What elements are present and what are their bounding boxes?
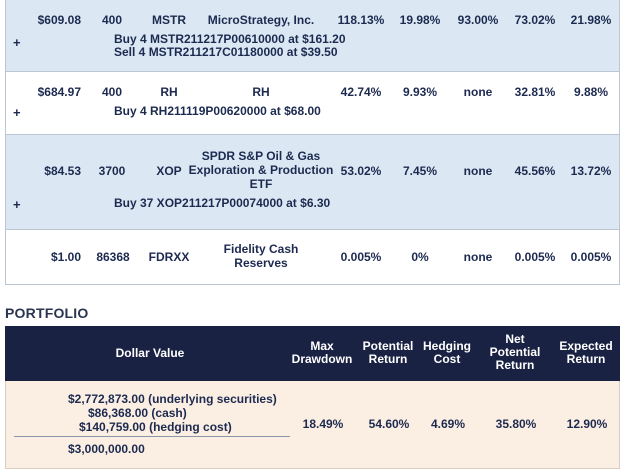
holding-metric-4: 45.56% [514, 164, 556, 178]
expand-plus-icon[interactable]: + [13, 197, 21, 212]
holding-metric-1: 118.13% [337, 13, 385, 27]
holding-row-fdrxx: $1.00 86368 FDRXX Fidelity Cash Reserves… [5, 230, 620, 285]
holding-metric-1: 0.005% [340, 250, 382, 264]
holding-symbol: RH [160, 85, 178, 99]
header-line: Max [310, 339, 334, 353]
holdings-table: $609.08 400 MSTR MicroStrategy, Inc. 118… [5, 0, 620, 285]
holding-metric-4: 0.005% [514, 250, 556, 264]
holding-value: $84.53 [44, 164, 81, 178]
header-dollar-value: Dollar Value [115, 346, 185, 360]
holding-metric-2: 0% [411, 250, 429, 264]
holding-metric-3: none [463, 250, 493, 264]
cash-line: $86,368.00 (cash) [88, 406, 187, 420]
holding-value: $684.97 [37, 85, 81, 99]
header-net-potential-return: Net Potential Return [483, 333, 547, 372]
holding-value: $609.08 [37, 13, 81, 27]
portfolio-max-drawdown: 18.49% [302, 417, 344, 431]
hedge-trades: Buy 4 RH211119P00620000 at $68.00 [114, 105, 321, 118]
header-line: Return [368, 352, 408, 366]
hedge-trade: Buy 4 MSTR211217P00610000 at $161.20 [114, 32, 346, 46]
holding-metric-5: 21.98% [570, 13, 612, 27]
header-expected-return: Expected Return [555, 340, 617, 366]
portfolio-title: PORTFOLIO [5, 305, 89, 321]
sum-divider [14, 436, 290, 437]
holding-row-xop: $84.53 3700 XOP SPDR S&P Oil & Gas Explo… [5, 135, 620, 230]
header-potential-return: Potential Return [358, 340, 418, 366]
holding-name: RH [252, 85, 270, 99]
portfolio-net-potential-return: 35.80% [495, 417, 537, 431]
expand-plus-icon[interactable]: + [13, 35, 21, 50]
hedge-trade: Buy 4 RH211119P00620000 at $68.00 [114, 104, 321, 118]
hedge-trade: Sell 4 MSTR211217C01180000 at $39.50 [114, 45, 338, 59]
holding-metric-4: 73.02% [514, 13, 556, 27]
header-line: Potential [489, 345, 541, 359]
holding-metric-5: 13.72% [570, 164, 612, 178]
hedge-trade: Buy 37 XOP211217P00074000 at $6.30 [114, 196, 331, 210]
holding-metric-3: 93.00% [457, 13, 499, 27]
header-line: Return [495, 358, 535, 372]
header-line: Hedging [423, 339, 471, 353]
header-line: Net [505, 332, 525, 346]
holding-shares: 3700 [98, 164, 126, 178]
holding-metric-4: 32.81% [514, 85, 556, 99]
holding-shares: 400 [101, 13, 123, 27]
underlying-securities-line: $2,772,873.00 (underlying securities) [68, 392, 277, 406]
holding-metric-1: 42.74% [340, 85, 382, 99]
holding-metric-1: 53.02% [340, 164, 382, 178]
holding-name: SPDR S&P Oil & Gas Exploration & Product… [188, 149, 334, 191]
holding-metric-5: 0.005% [570, 250, 612, 264]
portfolio-potential-return: 54.60% [368, 417, 410, 431]
holding-metric-2: 19.98% [399, 13, 441, 27]
portfolio-summary: $2,772,873.00 (underlying securities) $8… [5, 381, 620, 469]
hedging-cost-line: $140,759.00 (hedging cost) [79, 420, 232, 434]
holding-shares: 400 [101, 85, 123, 99]
holding-shares: 86368 [96, 250, 130, 264]
holding-metric-2: 9.93% [402, 85, 438, 99]
header-hedging-cost: Hedging Cost [419, 340, 475, 366]
holding-symbol: XOP [156, 164, 182, 178]
portfolio-header: Dollar Value Max Drawdown Potential Retu… [5, 326, 620, 381]
holding-metric-5: 9.88% [573, 85, 609, 99]
header-line: Potential [362, 339, 414, 353]
portfolio-hedging-cost: 4.69% [430, 417, 466, 431]
holding-metric-3: none [463, 164, 493, 178]
hedge-trades: Buy 4 MSTR211217P00610000 at $161.20 Sel… [114, 33, 346, 59]
holding-name: Fidelity Cash Reserves [223, 242, 299, 270]
holding-row-rh: $684.97 400 RH RH 42.74% 9.93% none 32.8… [5, 72, 620, 135]
holding-row-mstr: $609.08 400 MSTR MicroStrategy, Inc. 118… [5, 0, 620, 72]
header-max-drawdown: Max Drawdown [288, 340, 356, 366]
expand-plus-icon[interactable]: + [13, 105, 21, 120]
header-line: Expected [559, 339, 613, 353]
header-line: Cost [433, 352, 461, 366]
holding-metric-3: none [463, 85, 493, 99]
header-line: Return [566, 352, 606, 366]
holding-name: MicroStrategy, Inc. [207, 13, 315, 27]
holding-symbol: MSTR [152, 13, 186, 27]
header-line: Drawdown [291, 352, 353, 366]
holding-symbol: FDRXX [148, 250, 190, 264]
holding-metric-2: 7.45% [402, 164, 438, 178]
holding-value: $1.00 [50, 250, 81, 264]
portfolio-total: $3,000,000.00 [68, 442, 145, 456]
portfolio-expected-return: 12.90% [566, 417, 608, 431]
hedge-trades: Buy 37 XOP211217P00074000 at $6.30 [114, 197, 330, 210]
